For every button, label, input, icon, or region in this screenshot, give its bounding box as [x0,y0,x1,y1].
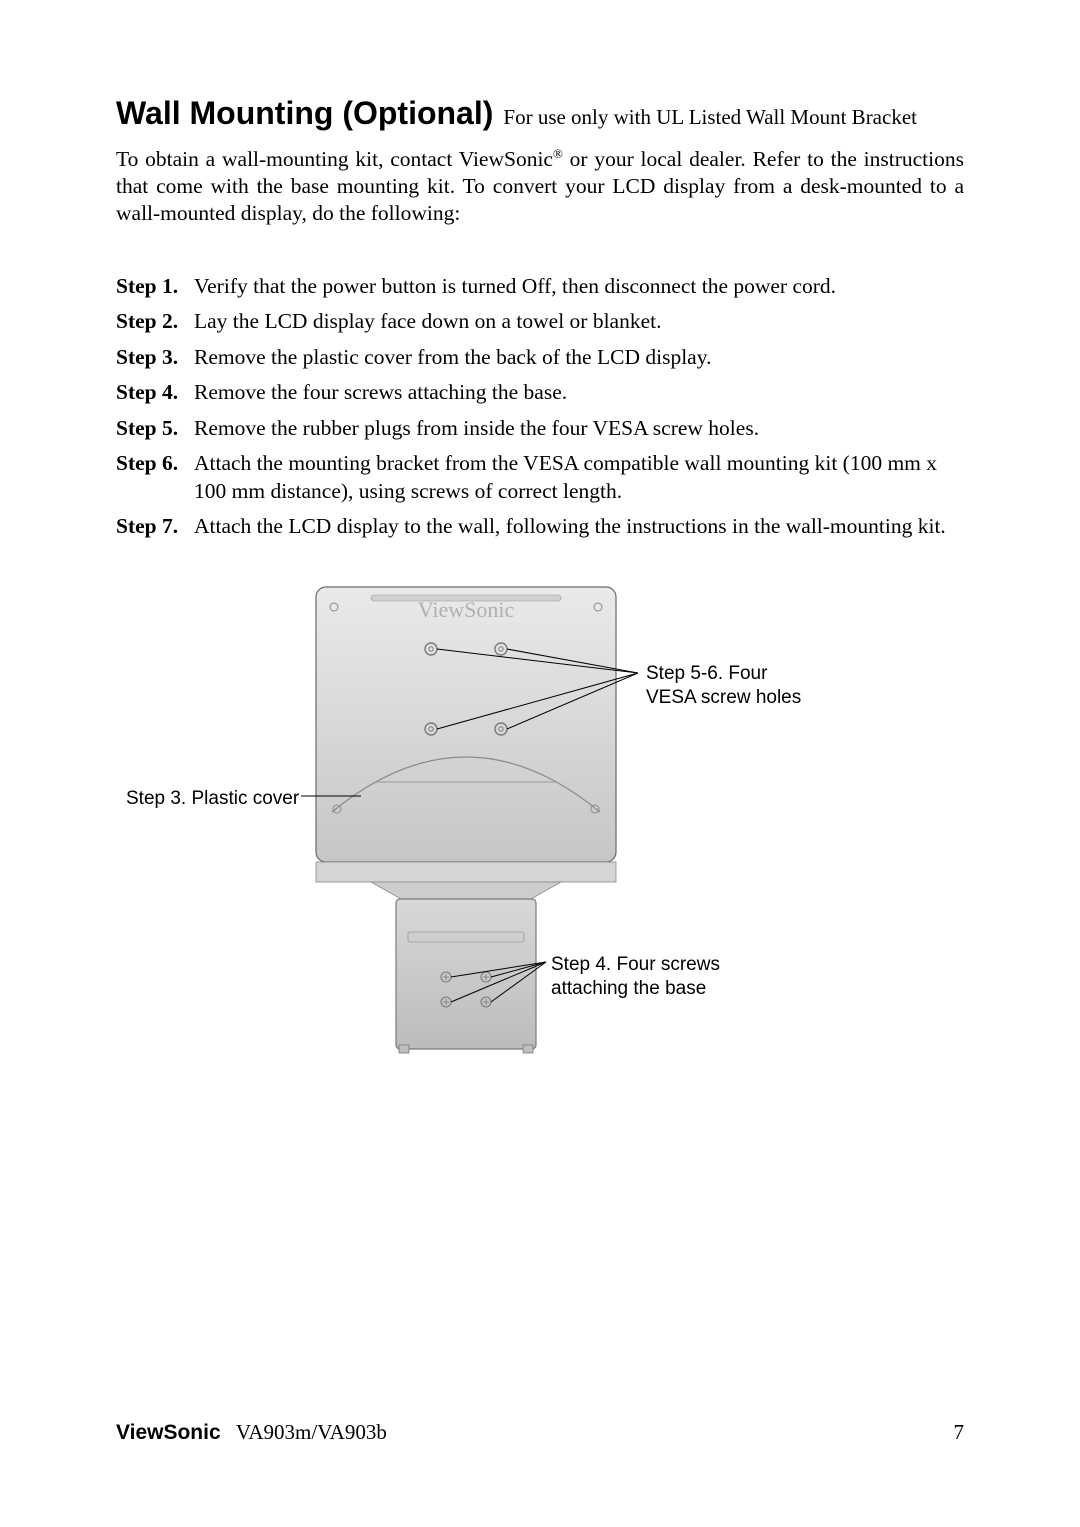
step-label: Step 1. [116,273,194,301]
step-text: Remove the plastic cover from the back o… [194,344,964,372]
page-footer: ViewSonic VA903m/VA903b 7 [116,1420,964,1445]
step-label: Step 6. [116,450,194,505]
step-label: Step 4. [116,379,194,407]
step-row: Step 7. Attach the LCD display to the wa… [116,513,964,541]
step-text: Verify that the power button is turned O… [194,273,964,301]
intro-text-before: To obtain a wall-mounting kit, contact V… [116,147,553,171]
step-text: Remove the rubber plugs from inside the … [194,415,964,443]
callout-plastic-cover: Step 3. Plastic cover [126,787,299,811]
step-label: Step 5. [116,415,194,443]
step-row: Step 2. Lay the LCD display face down on… [116,308,964,336]
diagram-logo-text: ViewSonic [418,597,515,622]
callout-base-line1: Step 4. Four screws [551,953,720,977]
callout-vesa-line2: VESA screw holes [646,686,801,710]
diagram: ViewSonic [116,577,964,1097]
step-row: Step 5. Remove the rubber plugs from ins… [116,415,964,443]
footer-model: VA903m/VA903b [236,1420,387,1444]
step-text: Attach the LCD display to the wall, foll… [194,513,964,541]
step-text: Attach the mounting bracket from the VES… [194,450,964,505]
registered-mark: ® [553,146,563,161]
page-subtitle: For use only with UL Listed Wall Mount B… [503,105,917,129]
step-text: Lay the LCD display face down on a towel… [194,308,964,336]
stand-icon [396,899,536,1053]
monitor-back-illustration: ViewSonic [116,577,964,1097]
page-title: Wall Mounting (Optional) [116,95,493,131]
steps-list: Step 1. Verify that the power button is … [116,273,964,541]
footer-page-number: 7 [954,1420,965,1445]
callout-vesa-holes: Step 5-6. Four VESA screw holes [646,662,801,710]
footer-brand: ViewSonic [116,1421,221,1444]
step-text: Remove the four screws attaching the bas… [194,379,964,407]
step-row: Step 4. Remove the four screws attaching… [116,379,964,407]
callout-base-line2: attaching the base [551,977,720,1001]
heading-row: Wall Mounting (Optional) For use only wi… [116,95,964,132]
callout-base-screws: Step 4. Four screws attaching the base [551,953,720,1001]
step-label: Step 7. [116,513,194,541]
intro-paragraph: To obtain a wall-mounting kit, contact V… [116,146,964,227]
step-row: Step 3. Remove the plastic cover from th… [116,344,964,372]
step-label: Step 3. [116,344,194,372]
step-row: Step 1. Verify that the power button is … [116,273,964,301]
callout-vesa-line1: Step 5-6. Four [646,662,801,686]
step-row: Step 6. Attach the mounting bracket from… [116,450,964,505]
step-label: Step 2. [116,308,194,336]
